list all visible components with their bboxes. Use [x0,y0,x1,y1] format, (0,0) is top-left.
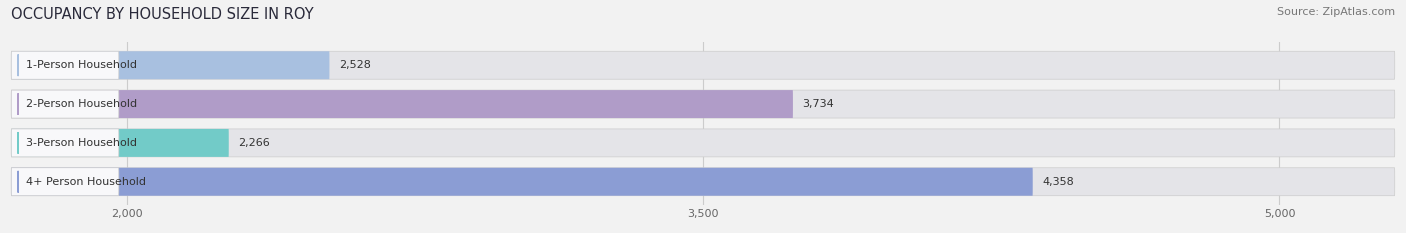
Text: Source: ZipAtlas.com: Source: ZipAtlas.com [1277,7,1395,17]
Text: 3-Person Household: 3-Person Household [25,138,136,148]
Text: 3,734: 3,734 [803,99,834,109]
FancyBboxPatch shape [11,51,329,79]
FancyBboxPatch shape [11,168,120,196]
FancyBboxPatch shape [11,129,229,157]
Text: 4+ Person Household: 4+ Person Household [25,177,146,187]
Text: 2,266: 2,266 [239,138,270,148]
FancyBboxPatch shape [11,129,120,157]
Text: 2,528: 2,528 [339,60,371,70]
FancyBboxPatch shape [11,129,1395,157]
Text: 1-Person Household: 1-Person Household [25,60,136,70]
FancyBboxPatch shape [11,51,1395,79]
FancyBboxPatch shape [11,168,1395,196]
Text: 4,358: 4,358 [1042,177,1074,187]
FancyBboxPatch shape [11,51,120,79]
FancyBboxPatch shape [11,90,1395,118]
FancyBboxPatch shape [11,90,793,118]
Text: 2-Person Household: 2-Person Household [25,99,136,109]
Text: OCCUPANCY BY HOUSEHOLD SIZE IN ROY: OCCUPANCY BY HOUSEHOLD SIZE IN ROY [11,7,314,22]
FancyBboxPatch shape [11,168,1033,196]
FancyBboxPatch shape [11,90,120,118]
